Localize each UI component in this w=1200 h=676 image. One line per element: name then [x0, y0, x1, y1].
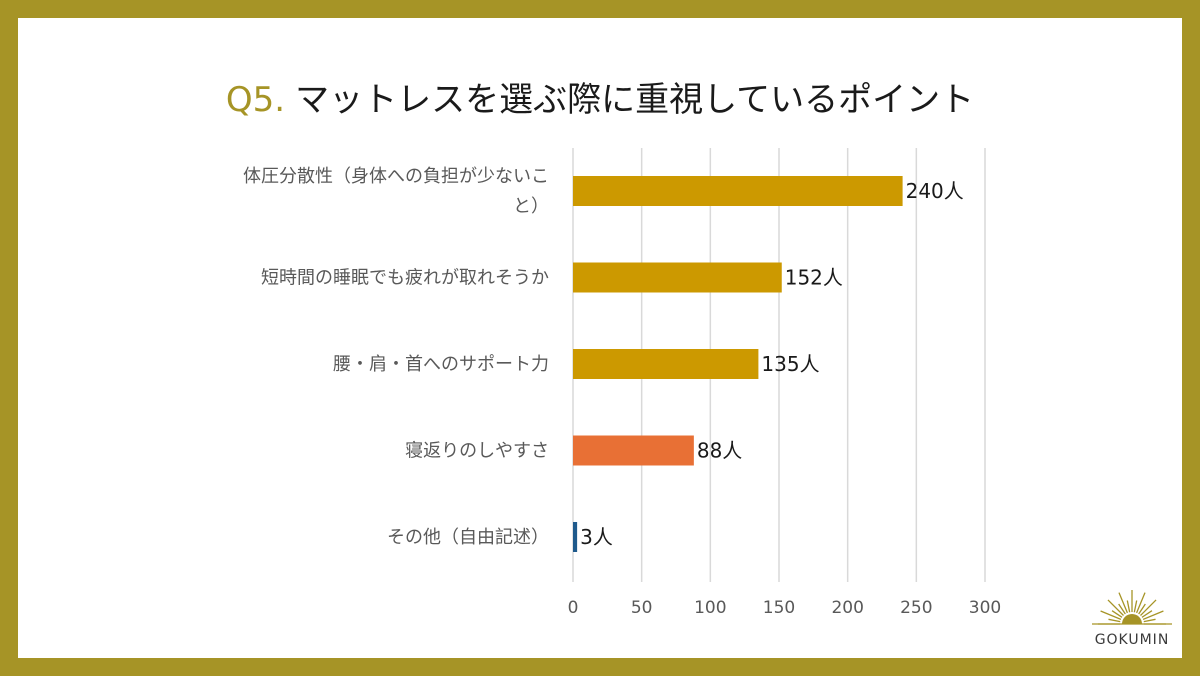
sun-ray — [1108, 618, 1121, 623]
sun-ray — [1118, 592, 1129, 614]
sun-ray — [1143, 618, 1156, 623]
slide: Q5. マットレスを選ぶ際に重視しているポイント 240人 体圧分散性（身体への負担… — [18, 18, 1182, 658]
sun-ray — [1141, 610, 1153, 618]
x-tick-label: 50 — [631, 598, 653, 618]
x-tick-label: 200 — [831, 598, 863, 618]
sun-ray — [1142, 610, 1164, 621]
chart-ticks: 0 50 100 150 200 250 300 — [568, 598, 1002, 618]
sun-ray — [1118, 603, 1126, 615]
data-label: 88人 — [697, 439, 742, 463]
category-label: 寝返りのしやすさ — [405, 441, 549, 462]
sun-ray — [1111, 610, 1123, 618]
sun-ray — [1107, 599, 1124, 616]
sun-core — [1122, 614, 1142, 624]
data-label: 3人 — [580, 525, 613, 549]
title-text: マットレスを選ぶ際に重視しているポイント — [295, 80, 975, 120]
data-label: 240人 — [906, 179, 964, 203]
sun-ray — [1126, 600, 1131, 613]
gokumin-logo: GOKUMIN — [1084, 572, 1180, 658]
sun-ray — [1138, 603, 1146, 615]
bar — [573, 262, 782, 293]
sunrise-icon — [1092, 590, 1172, 625]
x-tick-label: 0 — [568, 598, 579, 618]
sun-ray — [1140, 599, 1157, 616]
x-tick-label: 100 — [694, 598, 726, 618]
bar — [573, 349, 759, 379]
title-prefix: Q5. — [225, 80, 286, 120]
data-label: 135人 — [761, 352, 819, 376]
logo-text: GOKUMIN — [1094, 632, 1170, 648]
page-title: Q5. マットレスを選ぶ際に重視しているポイント — [18, 78, 1182, 122]
category-label: と） — [513, 196, 549, 217]
data-label: 152人 — [785, 266, 843, 290]
category-label: 短時間の睡眠でも疲れが取れそうか — [261, 268, 549, 289]
category-label: 腰・肩・首へのサポート力 — [333, 354, 549, 375]
sun-ray — [1133, 600, 1138, 613]
category-label: その他（自由記述） — [387, 527, 549, 548]
bar — [573, 435, 694, 466]
chart-bars — [573, 176, 903, 552]
bar — [573, 176, 903, 206]
category-label: 体圧分散性（身体への負担が少ないこ — [243, 166, 549, 187]
x-tick-label: 150 — [763, 598, 795, 618]
x-tick-label: 250 — [900, 598, 932, 618]
x-tick-label: 300 — [969, 598, 1001, 618]
sun-ray — [1135, 592, 1146, 614]
sun-ray — [1100, 610, 1122, 621]
bar — [573, 522, 578, 552]
